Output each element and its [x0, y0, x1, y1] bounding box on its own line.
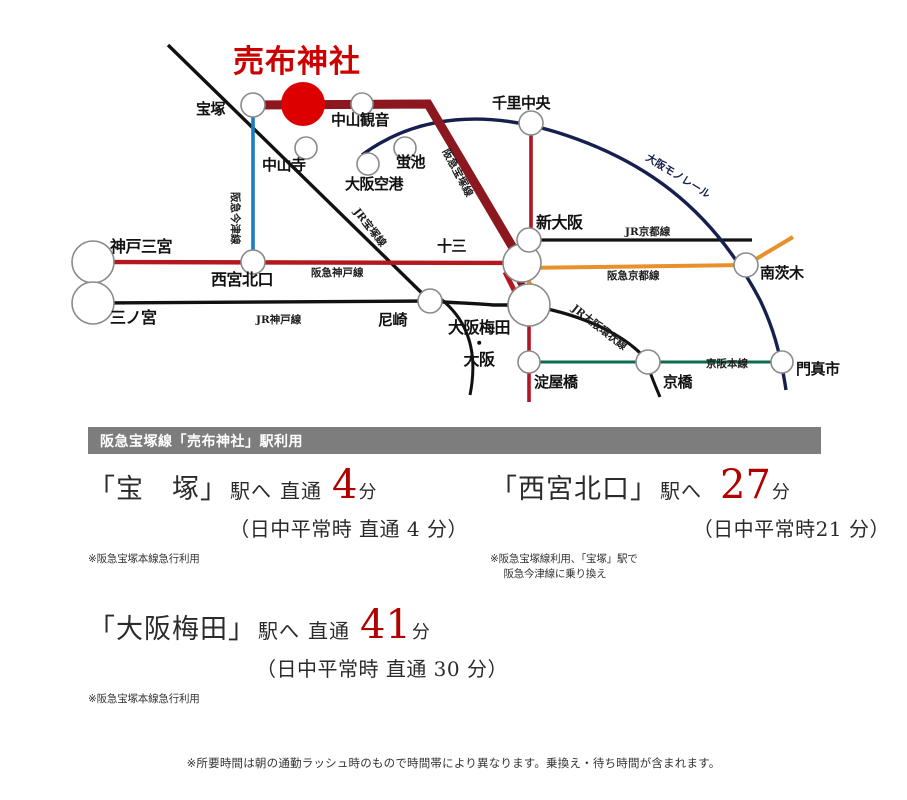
line-jr-osaka-loop-tail	[648, 371, 662, 398]
route-minutes: 41	[360, 602, 411, 648]
station-node-senri-chuo	[518, 110, 544, 136]
station-label-hotarugaike: 蛍池	[396, 153, 426, 171]
open-quote: 「	[88, 474, 116, 505]
line-label-keihan-main: 京阪本線	[706, 358, 748, 370]
line-label-hankyu-imazu: 阪急今津線	[229, 192, 241, 245]
line-osaka-monorail	[360, 117, 788, 391]
route-note-nishinomiya-kitaguchi: ※阪急宝塚線利用、「宝塚」駅で 阪急今津線に乗り換え	[490, 553, 638, 581]
route-station-name: 西宮北口	[518, 474, 630, 505]
station-label-takarazuka: 宝塚	[196, 100, 226, 118]
station-node-minami-ibaraki	[733, 252, 759, 278]
station-node-shin-osaka	[516, 227, 542, 253]
route-station-name: 宝 塚	[116, 474, 200, 505]
line-jr-kobe	[92, 299, 431, 305]
station-label-yodoyabashi: 淀屋橋	[534, 373, 578, 391]
line-jr-takarazuka	[166, 43, 432, 303]
footer-note: ※所要時間は朝の通勤ラッシュ時のもので時間帯により異なります。乗換え・待ち時間が…	[186, 756, 721, 770]
open-quote: 「	[88, 614, 116, 645]
route-to-label: 駅へ	[230, 479, 272, 503]
station-node-kadomashi	[770, 350, 794, 374]
station-marker-mefu-jinja	[281, 82, 325, 126]
station-node-nakayama-kannon	[350, 92, 374, 116]
route-minutes: 27	[720, 462, 771, 508]
railway-access-map: 売布神社 宝塚 中山観音 中山寺 大阪空港 蛍池 千里中央 新大阪 十三 南茨木…	[71, 43, 840, 402]
station-label-kobe-sannomiya: 神戸三宮	[110, 237, 173, 256]
station-label-minami-ibaraki: 南茨木	[760, 264, 804, 282]
route-direct-label: 直通	[308, 619, 350, 643]
map-site-title: 売布神社	[233, 44, 361, 80]
station-label-sannomiya: 三ノ宮	[110, 308, 157, 327]
route-main-nishinomiya-kitaguchi: 「西宮北口」 駅へ 27分	[490, 465, 890, 505]
station-label-osaka-kuko: 大阪空港	[345, 175, 404, 193]
route-direct-label: 直通	[280, 479, 322, 503]
route-block-osaka-umeda: 「大阪梅田」 駅へ 直通 41分 （日中平常時 直通 30 分） ※阪急宝塚本線急行利…	[88, 605, 508, 707]
route-minutes-unit: 分	[358, 482, 378, 503]
station-node-nakayamadera	[294, 136, 318, 160]
station-node-takarazuka	[240, 92, 266, 118]
station-node-kobe-sannomiya	[71, 240, 115, 284]
line-label-jr-kyoto: JR京都線	[625, 226, 671, 238]
route-minutes-unit: 分	[771, 482, 791, 503]
line-label-hankyu-kyoto: 阪急京都線	[607, 270, 660, 282]
route-to-label: 駅へ	[660, 479, 702, 503]
line-hankyu-kyoto	[518, 263, 747, 270]
station-node-osaka-umeda	[507, 283, 551, 327]
close-quote: 」	[630, 474, 658, 505]
route-sub-takarazuka: （日中平常時 直通 4 分）	[229, 517, 468, 541]
access-info-section: 阪急宝塚線「売布神社」駅利用 「宝 塚」 駅へ 直通 4分 （日中平常時 直通 4 分…	[0, 415, 907, 800]
station-node-amagasaki	[417, 288, 443, 314]
station-label-shin-osaka: 新大阪	[536, 213, 583, 232]
info-header-bar: 阪急宝塚線「売布神社」駅利用	[88, 427, 821, 454]
station-node-yodoyabashi	[517, 350, 541, 374]
close-quote: 」	[200, 474, 228, 505]
open-quote: 「	[490, 474, 518, 505]
line-label-hankyu-kobe: 阪急神戸線	[311, 267, 364, 279]
route-minutes-unit: 分	[411, 622, 431, 643]
line-label-jr-kobe: JR神戸線	[256, 314, 302, 326]
route-main-takarazuka: 「宝 塚」 駅へ 直通 4分	[88, 465, 468, 505]
station-label-amagasaki: 尼崎	[378, 311, 408, 329]
route-note-takarazuka: ※阪急宝塚本線急行利用	[88, 553, 200, 565]
route-note-osaka-umeda: ※阪急宝塚本線急行利用	[88, 693, 200, 705]
station-node-kyobashi	[635, 349, 661, 375]
station-node-hotarugaike	[393, 136, 417, 160]
route-sub-nishinomiya-kitaguchi: （日中平常時21 分）	[692, 517, 890, 541]
station-node-osaka-kuko	[356, 152, 380, 176]
station-label-nishinomiya-kitaguchi: 西宮北口	[211, 270, 274, 289]
station-node-nishinomiya-kitaguchi	[240, 249, 266, 275]
station-label-kadomashi: 門真市	[796, 360, 840, 378]
station-label-nakayamadera: 中山寺	[262, 156, 306, 174]
station-label-osaka-umeda-text: 大阪梅田 ・ 大阪	[448, 318, 511, 369]
station-label-nakayama-kannon: 中山観音	[331, 111, 390, 129]
route-to-label: 駅へ	[258, 619, 300, 643]
station-label-kyobashi: 京橋	[663, 373, 693, 391]
route-station-name: 大阪梅田	[116, 614, 228, 645]
line-jr-tozai-arc	[436, 294, 475, 396]
route-block-nishinomiya-kitaguchi: 「西宮北口」 駅へ 27分 （日中平常時21 分） ※阪急宝塚線利用、「宝塚」駅で …	[490, 465, 890, 582]
station-node-sannomiya	[71, 281, 115, 325]
route-direct-label	[702, 479, 710, 503]
close-quote: 」	[228, 614, 256, 645]
info-header-title: 阪急宝塚線「売布神社」駅利用	[100, 434, 303, 450]
route-block-takarazuka: 「宝 塚」 駅へ 直通 4分 （日中平常時 直通 4 分） ※阪急宝塚本線急行利用	[88, 465, 468, 567]
station-label-juso: 十三	[437, 237, 467, 255]
route-sub-osaka-umeda: （日中平常時 直通 30 分）	[255, 657, 508, 681]
railway-map-diagram	[71, 43, 795, 402]
route-main-osaka-umeda: 「大阪梅田」 駅へ 直通 41分	[88, 605, 508, 645]
route-minutes: 4	[332, 462, 358, 508]
line-hankyu-kobe	[92, 259, 523, 266]
station-label-senri-chuo: 千里中央	[492, 94, 551, 112]
station-label-osaka-umeda: 大阪梅田 ・ 大阪	[448, 318, 511, 369]
